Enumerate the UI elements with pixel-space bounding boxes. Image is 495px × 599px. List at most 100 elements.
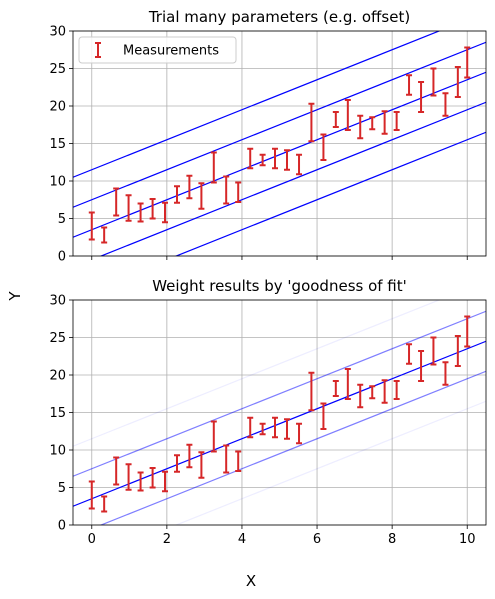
measurement-errorbar (381, 110, 388, 135)
measurement-errorbar (113, 187, 120, 217)
figure-ylabel: Y (6, 291, 24, 302)
measurement-errorbar (113, 456, 120, 486)
measurement-errorbar (137, 471, 144, 492)
measurement-errorbar (406, 74, 413, 96)
y-tick-label: 25 (49, 331, 66, 346)
measurement-errorbar (442, 92, 449, 117)
x-tick-label: 2 (163, 532, 171, 547)
measurement-errorbar (381, 379, 388, 404)
trial-lines (73, 31, 486, 256)
trial-line (174, 400, 486, 525)
measurement-errorbar (393, 111, 400, 131)
measurement-errorbar (101, 226, 108, 244)
trial-line (73, 340, 486, 507)
measurement-errorbar (259, 422, 266, 436)
measurement-errorbar (149, 467, 156, 489)
measurement-errorbar (125, 463, 132, 491)
measurement-errorbar (88, 211, 95, 241)
measurement-errorbar (247, 147, 254, 170)
measurement-errorbar (308, 102, 315, 143)
measurement-errorbar (223, 444, 230, 474)
measurement-errorbar (296, 153, 303, 176)
measurement-errorbar (454, 335, 461, 367)
measurement-errorbar (271, 416, 278, 439)
trial-line (174, 131, 486, 256)
trial-lines (73, 300, 486, 525)
measurement-errorbar (223, 175, 230, 205)
measurement-errorbar (186, 443, 193, 469)
legend: Measurements (78, 36, 237, 64)
y-tick-label: 30 (49, 25, 66, 40)
y-tick-label: 15 (49, 137, 66, 152)
measurement-errorbar (284, 418, 291, 440)
y-tick-label: 10 (49, 444, 66, 459)
measurement-errorbar (344, 99, 351, 131)
y-tick-label: 0 (58, 250, 66, 265)
measurement-errorbar (369, 116, 376, 131)
measurement-errorbar (332, 111, 339, 128)
trial-line (73, 41, 486, 208)
trial-line (73, 300, 441, 447)
measurement-errorbar (137, 202, 144, 223)
trial-line (73, 71, 486, 238)
measurement-errorbar (442, 361, 449, 386)
measurement-errorbar (296, 422, 303, 445)
measurement-errorbar (418, 350, 425, 382)
measurement-errorbar (174, 185, 181, 204)
measurement-errorbar (161, 201, 168, 224)
x-tick-label: 6 (313, 532, 321, 547)
measurement-errorbar (88, 480, 95, 510)
y-tick-label: 20 (49, 100, 66, 115)
measurement-errorbar (198, 451, 205, 479)
trial-line (99, 370, 486, 525)
measurement-series (88, 46, 471, 244)
subplot-1: 0 5 10 15 20 25 30 Trial many parameters (e.g. … (49, 8, 487, 265)
measurement-errorbar (406, 343, 413, 365)
measurement-errorbar (186, 174, 193, 200)
measurement-errorbar (198, 182, 205, 210)
measurement-errorbar (332, 380, 339, 397)
measurement-errorbar (149, 198, 156, 220)
measurement-errorbar (320, 133, 327, 161)
measurement-errorbar (393, 380, 400, 400)
measurement-errorbar (357, 383, 364, 409)
measurement-errorbar (464, 46, 471, 79)
measurement-errorbar (210, 420, 217, 453)
trial-line (73, 31, 441, 178)
y-tick-label: 30 (49, 294, 66, 309)
figure-xlabel: X (246, 572, 256, 590)
subplot-title: Trial many parameters (e.g. offset) (148, 8, 410, 26)
y-tick-label: 15 (49, 406, 66, 421)
x-tick-label: 10 (459, 532, 476, 547)
x-tick-label: 0 (88, 532, 96, 547)
measurement-errorbar (259, 153, 266, 167)
measurement-errorbar (430, 67, 437, 97)
measurement-errorbar (174, 454, 181, 473)
measurement-errorbar (320, 402, 327, 430)
subplot-2: 0 5 10 15 20 25 30 0 2 4 6 8 10 Weight results by 'go… (49, 277, 487, 547)
measurement-errorbar (210, 151, 217, 184)
measurement-errorbar (344, 368, 351, 400)
measurement-errorbar (308, 371, 315, 412)
x-tick-label: 4 (238, 532, 246, 547)
measurement-errorbar (235, 450, 242, 472)
measurement-errorbar (284, 149, 291, 171)
measurement-errorbar (101, 495, 108, 513)
measurement-series (88, 315, 471, 513)
y-tick-label: 0 (58, 519, 66, 534)
measurement-errorbar (464, 315, 471, 348)
measurement-errorbar (418, 81, 425, 113)
measurement-errorbar (454, 66, 461, 98)
x-tick-label: 8 (388, 532, 396, 547)
trial-line (73, 310, 486, 477)
y-tick-label: 20 (49, 369, 66, 384)
legend-label: Measurements (123, 44, 219, 59)
y-tick-label: 5 (58, 481, 66, 496)
legend-box (78, 36, 237, 64)
y-tick-label: 25 (49, 62, 66, 77)
measurement-errorbar (271, 147, 278, 170)
subplot-title: Weight results by 'goodness of fit' (152, 277, 407, 295)
measurement-errorbar (235, 181, 242, 203)
measurement-errorbar (247, 416, 254, 439)
